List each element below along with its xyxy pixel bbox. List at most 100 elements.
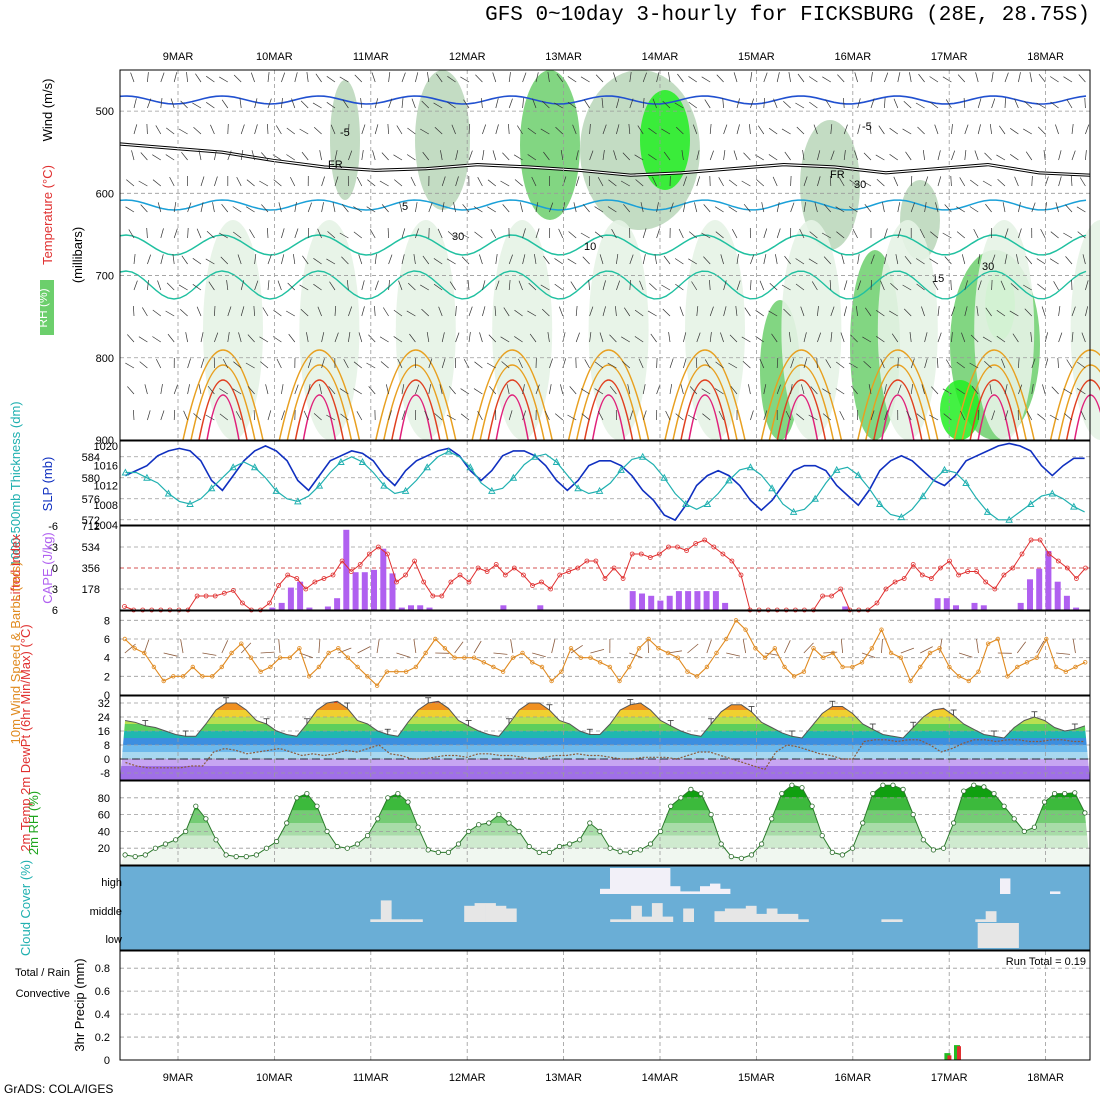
thickness-point (660, 473, 669, 481)
wind-barb (683, 332, 687, 343)
wind-barb (560, 384, 564, 395)
wind-speed-point (549, 678, 554, 684)
top-date-label: 15MAR (738, 51, 775, 63)
wind-barb (157, 202, 162, 213)
wind-barb (850, 334, 858, 343)
rh-point (718, 841, 724, 847)
wind-speed-point (830, 650, 836, 656)
wind-barb (857, 98, 861, 109)
wind-barb (1004, 254, 1008, 265)
wind-barb (489, 386, 497, 395)
rh-point (546, 849, 553, 856)
lifted-index-point (820, 593, 825, 599)
wind-barb (288, 333, 296, 343)
thickness-tick-label: 576 (82, 494, 100, 506)
wind-barb (360, 98, 363, 109)
wind-barb (589, 332, 592, 343)
wind-barb (878, 125, 885, 135)
wind-barb (1000, 280, 1006, 291)
wind-speed-point (762, 655, 768, 660)
wind-barb (160, 228, 164, 239)
lifted-index-point (620, 576, 626, 581)
rh-point (738, 855, 745, 861)
temp-contour-warm (776, 379, 827, 441)
wind-barb (701, 232, 711, 239)
temp-contour-warm (391, 379, 441, 441)
rh-point (678, 795, 684, 801)
wind-barb (688, 101, 698, 109)
bottom-date-label: 13MAR (545, 1072, 582, 1084)
wind-speed-point (229, 650, 234, 656)
wind-barb (642, 228, 647, 239)
rh-point (971, 782, 977, 788)
wind-barb (249, 229, 255, 239)
wind-barb (722, 97, 724, 109)
cape-bar (657, 600, 664, 610)
wind-barb (420, 284, 429, 291)
wind-barb (876, 336, 885, 343)
wind-barb (602, 124, 607, 135)
wind-barb (438, 306, 443, 317)
wind-barb (220, 256, 229, 265)
wind-barb (291, 98, 296, 109)
cloud-bar-middle (651, 903, 663, 922)
wind-barb (214, 150, 217, 161)
cape-bar (287, 587, 294, 610)
wind-barb (276, 358, 282, 369)
wind-barb (704, 99, 711, 109)
wind-barb (160, 384, 163, 395)
rh-point (354, 841, 360, 847)
cape-bar (943, 598, 950, 610)
wind-barb (570, 281, 577, 291)
surface-wind-barb (493, 652, 508, 655)
wind-barb (160, 410, 165, 421)
wind-barb (547, 72, 550, 83)
wind-barb (1063, 232, 1073, 239)
wind-barb (784, 151, 791, 161)
lifted-index-point (1046, 551, 1052, 557)
wind-barb (956, 231, 966, 239)
wind-barb (943, 413, 952, 421)
wind-barb (1037, 283, 1046, 291)
wind-barb (808, 414, 818, 421)
wind-barb (358, 254, 363, 265)
wind-barb (488, 334, 497, 343)
wind-tick-label: 0 (104, 690, 110, 702)
wind-barb (267, 98, 272, 109)
wind-barb (535, 228, 540, 239)
run-total-annotation: Run Total = 0.19 (1006, 956, 1086, 968)
wind-speed-point (142, 650, 147, 656)
rh-point (1011, 816, 1017, 822)
wind-barb (1063, 76, 1073, 83)
rh-point (324, 828, 330, 835)
wind-speed-point (694, 674, 700, 679)
lifted-index-point (874, 600, 880, 606)
wind-barb (999, 125, 1006, 135)
rh-point (981, 784, 987, 790)
wind-barb (642, 254, 646, 265)
wind-barb (367, 179, 376, 187)
wind-barb (300, 308, 309, 317)
wind-barb (616, 254, 619, 265)
cape-axis-label: CAPE (J/kg) (40, 532, 55, 604)
wind-barb (718, 177, 724, 187)
rh-point (294, 795, 300, 801)
wind-barb (640, 202, 644, 213)
lifted-index-point (122, 604, 127, 609)
thickness-point (531, 452, 539, 460)
wind-speed-point (918, 664, 923, 670)
wind-barb (474, 231, 483, 239)
rh-color-band (120, 785, 1090, 798)
wind-barb (715, 361, 724, 369)
lifted-index-point (466, 579, 472, 585)
temp-color-band (120, 759, 1090, 766)
surface-wind-barb (143, 639, 150, 654)
wind-barb (160, 72, 165, 83)
lifted-index-point (883, 586, 889, 592)
wind-barb (487, 179, 497, 187)
rh-point (688, 786, 694, 793)
wind-barb (749, 124, 751, 135)
lifted-index-point (403, 572, 409, 578)
wind-barb (147, 410, 151, 421)
wind-barb (688, 258, 697, 265)
